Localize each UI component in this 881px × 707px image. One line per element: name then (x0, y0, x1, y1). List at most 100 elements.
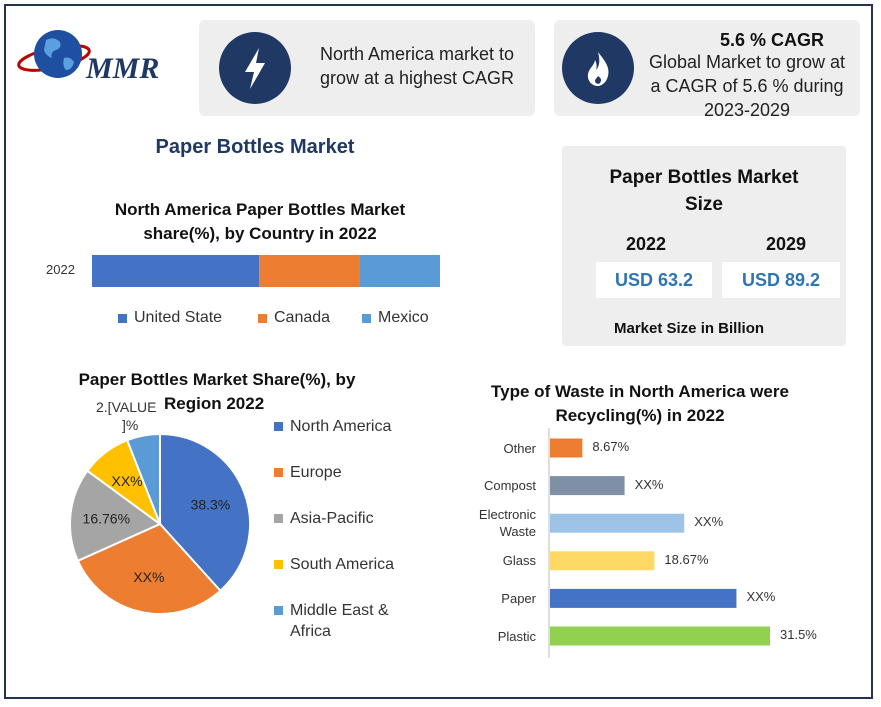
stacked-bar-united-state (92, 255, 260, 287)
flame-icon-circle (562, 32, 634, 104)
waste-category-line: Electronic (478, 507, 536, 523)
legend-label: Middle East & Africa (290, 602, 389, 640)
waste-chart-title: Type of Waste in North America were Recy… (470, 380, 810, 428)
cagr-line1: Global Market to grow at (648, 52, 846, 72)
pie-legend-item-europe: Europe (274, 462, 404, 483)
legend-swatch (274, 468, 283, 477)
flame-icon (587, 52, 609, 86)
pie-label-middle-east-line2: ]% (122, 417, 139, 433)
market-size-year-2029: 2029 (765, 234, 807, 254)
market-size-panel: Paper Bottles Market Size 2022 2029 USD … (562, 146, 846, 346)
waste-value-electronic-waste: XX% (694, 514, 724, 530)
country-chart-title-line2: share(%), by Country in 2022 (143, 224, 377, 243)
pie-slice-middle-east-africa (125, 432, 161, 525)
legend-label: Mexico (378, 309, 429, 326)
pie-legend-item-middle-east-africa: Middle East & Africa (274, 600, 404, 642)
region-pie-chart: 38.3% XX% 16.76% XX% (69, 432, 251, 615)
waste-category-plastic: Plastic (440, 628, 536, 645)
stacked-bar-mexico (359, 255, 440, 287)
pie-slice-north-america (159, 432, 251, 593)
pie-legend-item-south-america: South America (274, 554, 404, 575)
globe-icon (17, 30, 91, 78)
page-title: Paper Bottles Market (155, 136, 355, 158)
country-chart-category-label: 2022 (46, 262, 75, 277)
pie-label-middle-east: 2.[VALUE ]% (96, 398, 156, 434)
waste-bar-glass (550, 551, 655, 571)
waste-category-line: Compost (483, 478, 536, 494)
legend-label: North America (290, 418, 392, 435)
north-america-card-text: North America market to grow at a highes… (307, 42, 527, 90)
cagr-line3: 2023-2029 (703, 100, 791, 120)
region-chart-title: Paper Bottles Market Share(%), by Region… (60, 368, 374, 416)
market-size-footer: Market Size in Billion (613, 320, 765, 337)
waste-category-line: Waste (499, 524, 536, 540)
waste-bar-chart (548, 428, 770, 658)
market-size-value-2022: USD 63.2 (596, 262, 712, 298)
pie-label-europe: XX% (133, 569, 164, 585)
pie-label-south-america: XX% (112, 473, 143, 489)
waste-value-compost: XX% (634, 476, 664, 492)
waste-bar-paper (550, 588, 737, 608)
legend-swatch (274, 606, 283, 615)
legend-swatch (118, 313, 127, 323)
country-stacked-bar-chart (92, 255, 440, 287)
stacked-bar-canada (259, 255, 360, 287)
logo: MMR (14, 24, 184, 88)
legend-item-canada: Canada (258, 309, 330, 327)
legend-item-mexico: Mexico (362, 309, 429, 327)
waste-bar-compost (550, 476, 625, 496)
market-size-title-line1: Paper Bottles Market (609, 167, 799, 188)
market-size-value-2029: USD 89.2 (722, 262, 840, 298)
legend-label: South America (290, 556, 395, 573)
market-size-title: Paper Bottles Market Size (562, 164, 846, 218)
waste-category-other: Other (440, 440, 536, 457)
region-chart-title-line1: Paper Bottles Market Share(%), by (78, 370, 356, 389)
waste-category-paper: Paper (440, 590, 536, 607)
pie-legend-item-north-america: North America (274, 416, 404, 437)
north-america-card: North America market to grow at a highes… (199, 20, 535, 116)
pie-slice-asia-pacific (69, 469, 162, 563)
legend-swatch (362, 313, 371, 323)
cagr-line2: a CAGR of 5.6 % during (650, 76, 844, 96)
pie-label-middle-east-line1: 2.[VALUE (96, 399, 157, 415)
waste-category-electronic-waste: Electronic Waste (440, 506, 536, 540)
legend-swatch (258, 313, 267, 323)
waste-category-glass: Glass (440, 552, 536, 569)
waste-category-line: Other (503, 440, 536, 456)
cagr-text: Global Market to grow at a CAGR of 5.6 %… (640, 50, 854, 122)
market-size-year-2022: 2022 (625, 234, 667, 254)
legend-swatch (274, 422, 283, 431)
north-america-line2: grow at a highest CAGR (319, 68, 515, 88)
logo-text: MMR (86, 52, 160, 85)
market-size-title-line2: Size (684, 194, 724, 215)
waste-chart-title-line1: Type of Waste in North America were (491, 382, 789, 401)
legend-label: Europe (290, 464, 342, 481)
waste-value-other: 8.67% (592, 439, 630, 454)
region-chart-title-line2: Region 2022 (164, 394, 265, 413)
waste-category-line: Paper (501, 590, 536, 606)
legend-item-united-state: United State (118, 309, 222, 327)
waste-bar-plastic (550, 626, 770, 646)
legend-label: Asia-Pacific (290, 510, 374, 527)
waste-category-line: Glass (502, 553, 536, 569)
legend-label: Canada (274, 309, 331, 326)
legend-swatch (274, 560, 283, 569)
pie-slice-europe (76, 522, 222, 615)
pie-legend-item-asia-pacific: Asia-Pacific (274, 508, 404, 529)
country-chart-title: North America Paper Bottles Market share… (60, 198, 460, 246)
country-chart-title-line1: North America Paper Bottles Market (114, 200, 406, 219)
waste-bar-electronic-waste (550, 513, 685, 533)
waste-value-glass: 18.67% (664, 551, 709, 567)
waste-value-paper: XX% (746, 589, 776, 605)
waste-category-line: Plastic (497, 628, 536, 644)
legend-swatch (274, 514, 283, 523)
waste-bar-other (550, 438, 583, 458)
north-america-line1: North America market to (319, 44, 515, 64)
lightning-icon (245, 48, 265, 89)
waste-value-plastic: 31.5% (780, 627, 817, 642)
cagr-card: 5.6 % CAGR Global Market to grow at a CA… (554, 20, 860, 120)
legend-label: United State (134, 309, 223, 326)
waste-chart-title-line2: Recycling(%) in 2022 (555, 406, 725, 425)
lightning-icon-circle (219, 32, 291, 104)
pie-label-north-america: 38.3% (191, 497, 231, 513)
